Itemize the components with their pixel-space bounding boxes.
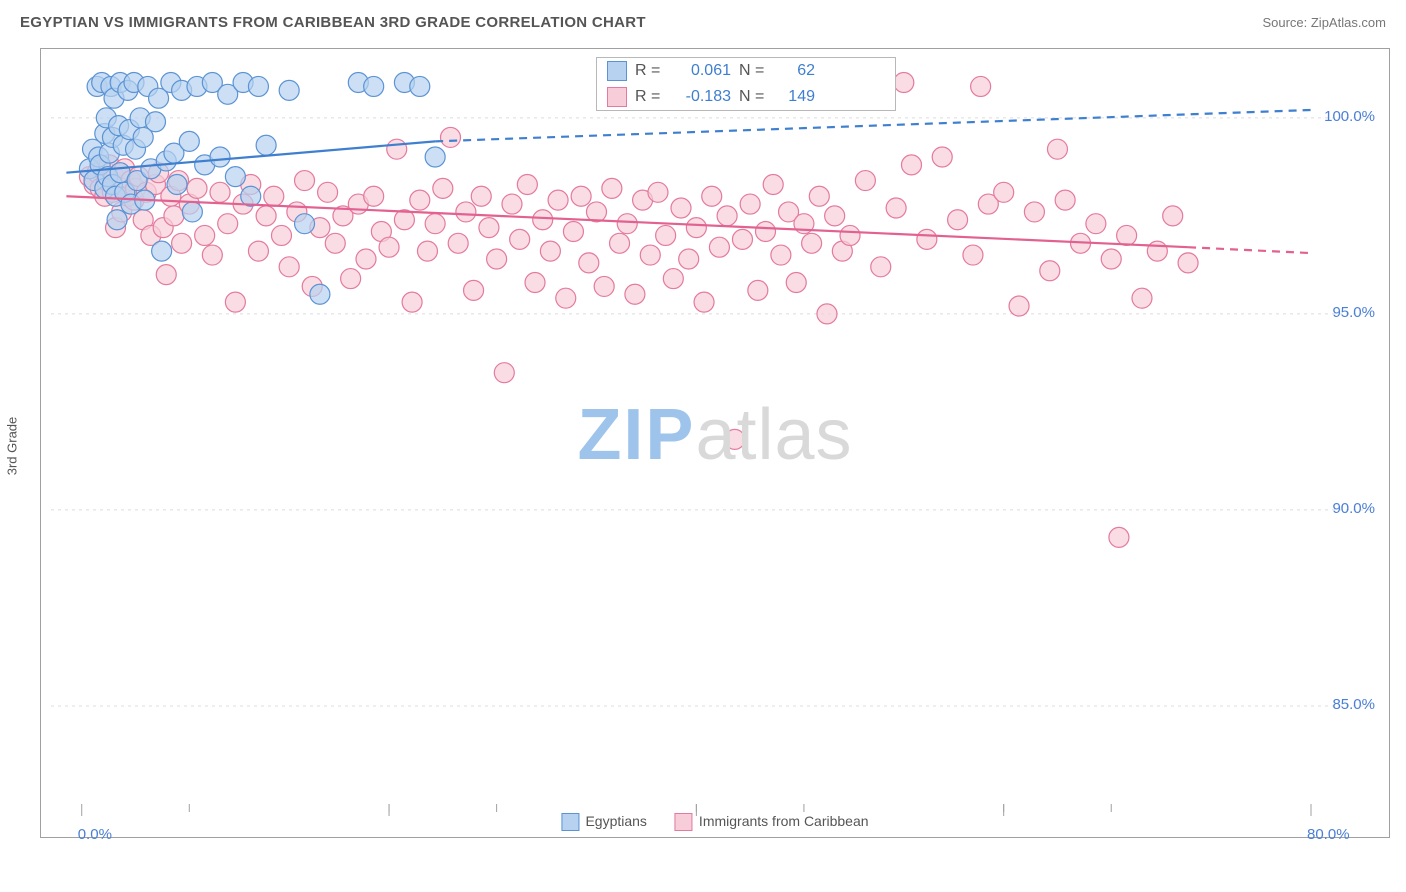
- n-label: N =: [739, 62, 767, 80]
- stats-row: R = 0.061 N = 62: [597, 58, 895, 84]
- y-tick-label: 95.0%: [1332, 304, 1375, 321]
- x-tick-label: 0.0%: [78, 826, 112, 843]
- legend-label: Egyptians: [585, 813, 646, 829]
- correlation-stats-box: R = 0.061 N = 62 R = -0.183 N = 149: [596, 57, 896, 111]
- y-axis-label: 3rd Grade: [5, 417, 20, 476]
- r-label: R =: [635, 88, 663, 106]
- chart-header: EGYPTIAN VS IMMIGRANTS FROM CARIBBEAN 3R…: [0, 0, 1406, 41]
- chart-source: Source: ZipAtlas.com: [1262, 15, 1386, 30]
- y-tick-label: 85.0%: [1332, 696, 1375, 713]
- y-tick-label: 100.0%: [1324, 108, 1375, 125]
- legend-swatch: [675, 813, 693, 831]
- n-label: N =: [739, 88, 767, 106]
- n-value: 149: [775, 88, 815, 106]
- source-value: ZipAtlas.com: [1311, 15, 1386, 30]
- legend-swatch: [607, 87, 627, 107]
- r-value: -0.183: [671, 88, 731, 106]
- r-value: 0.061: [671, 62, 731, 80]
- chart-svg: [41, 49, 1389, 837]
- legend: Egyptians Immigrants from Caribbean: [561, 813, 868, 831]
- stats-row: R = -0.183 N = 149: [597, 84, 895, 110]
- y-tick-label: 90.0%: [1332, 500, 1375, 517]
- n-value: 62: [775, 62, 815, 80]
- chart-plot-area: ZIPatlas R =0.061N =62R =-0.183N =149 Eg…: [40, 48, 1390, 838]
- source-label: Source:: [1262, 15, 1310, 30]
- r-label: R =: [635, 62, 663, 80]
- legend-swatch: [561, 813, 579, 831]
- legend-label: Immigrants from Caribbean: [699, 813, 869, 829]
- x-tick-label: 80.0%: [1307, 826, 1350, 843]
- legend-item: Egyptians: [561, 813, 646, 831]
- legend-item: Immigrants from Caribbean: [675, 813, 869, 831]
- chart-title: EGYPTIAN VS IMMIGRANTS FROM CARIBBEAN 3R…: [20, 14, 646, 31]
- legend-swatch: [607, 61, 627, 81]
